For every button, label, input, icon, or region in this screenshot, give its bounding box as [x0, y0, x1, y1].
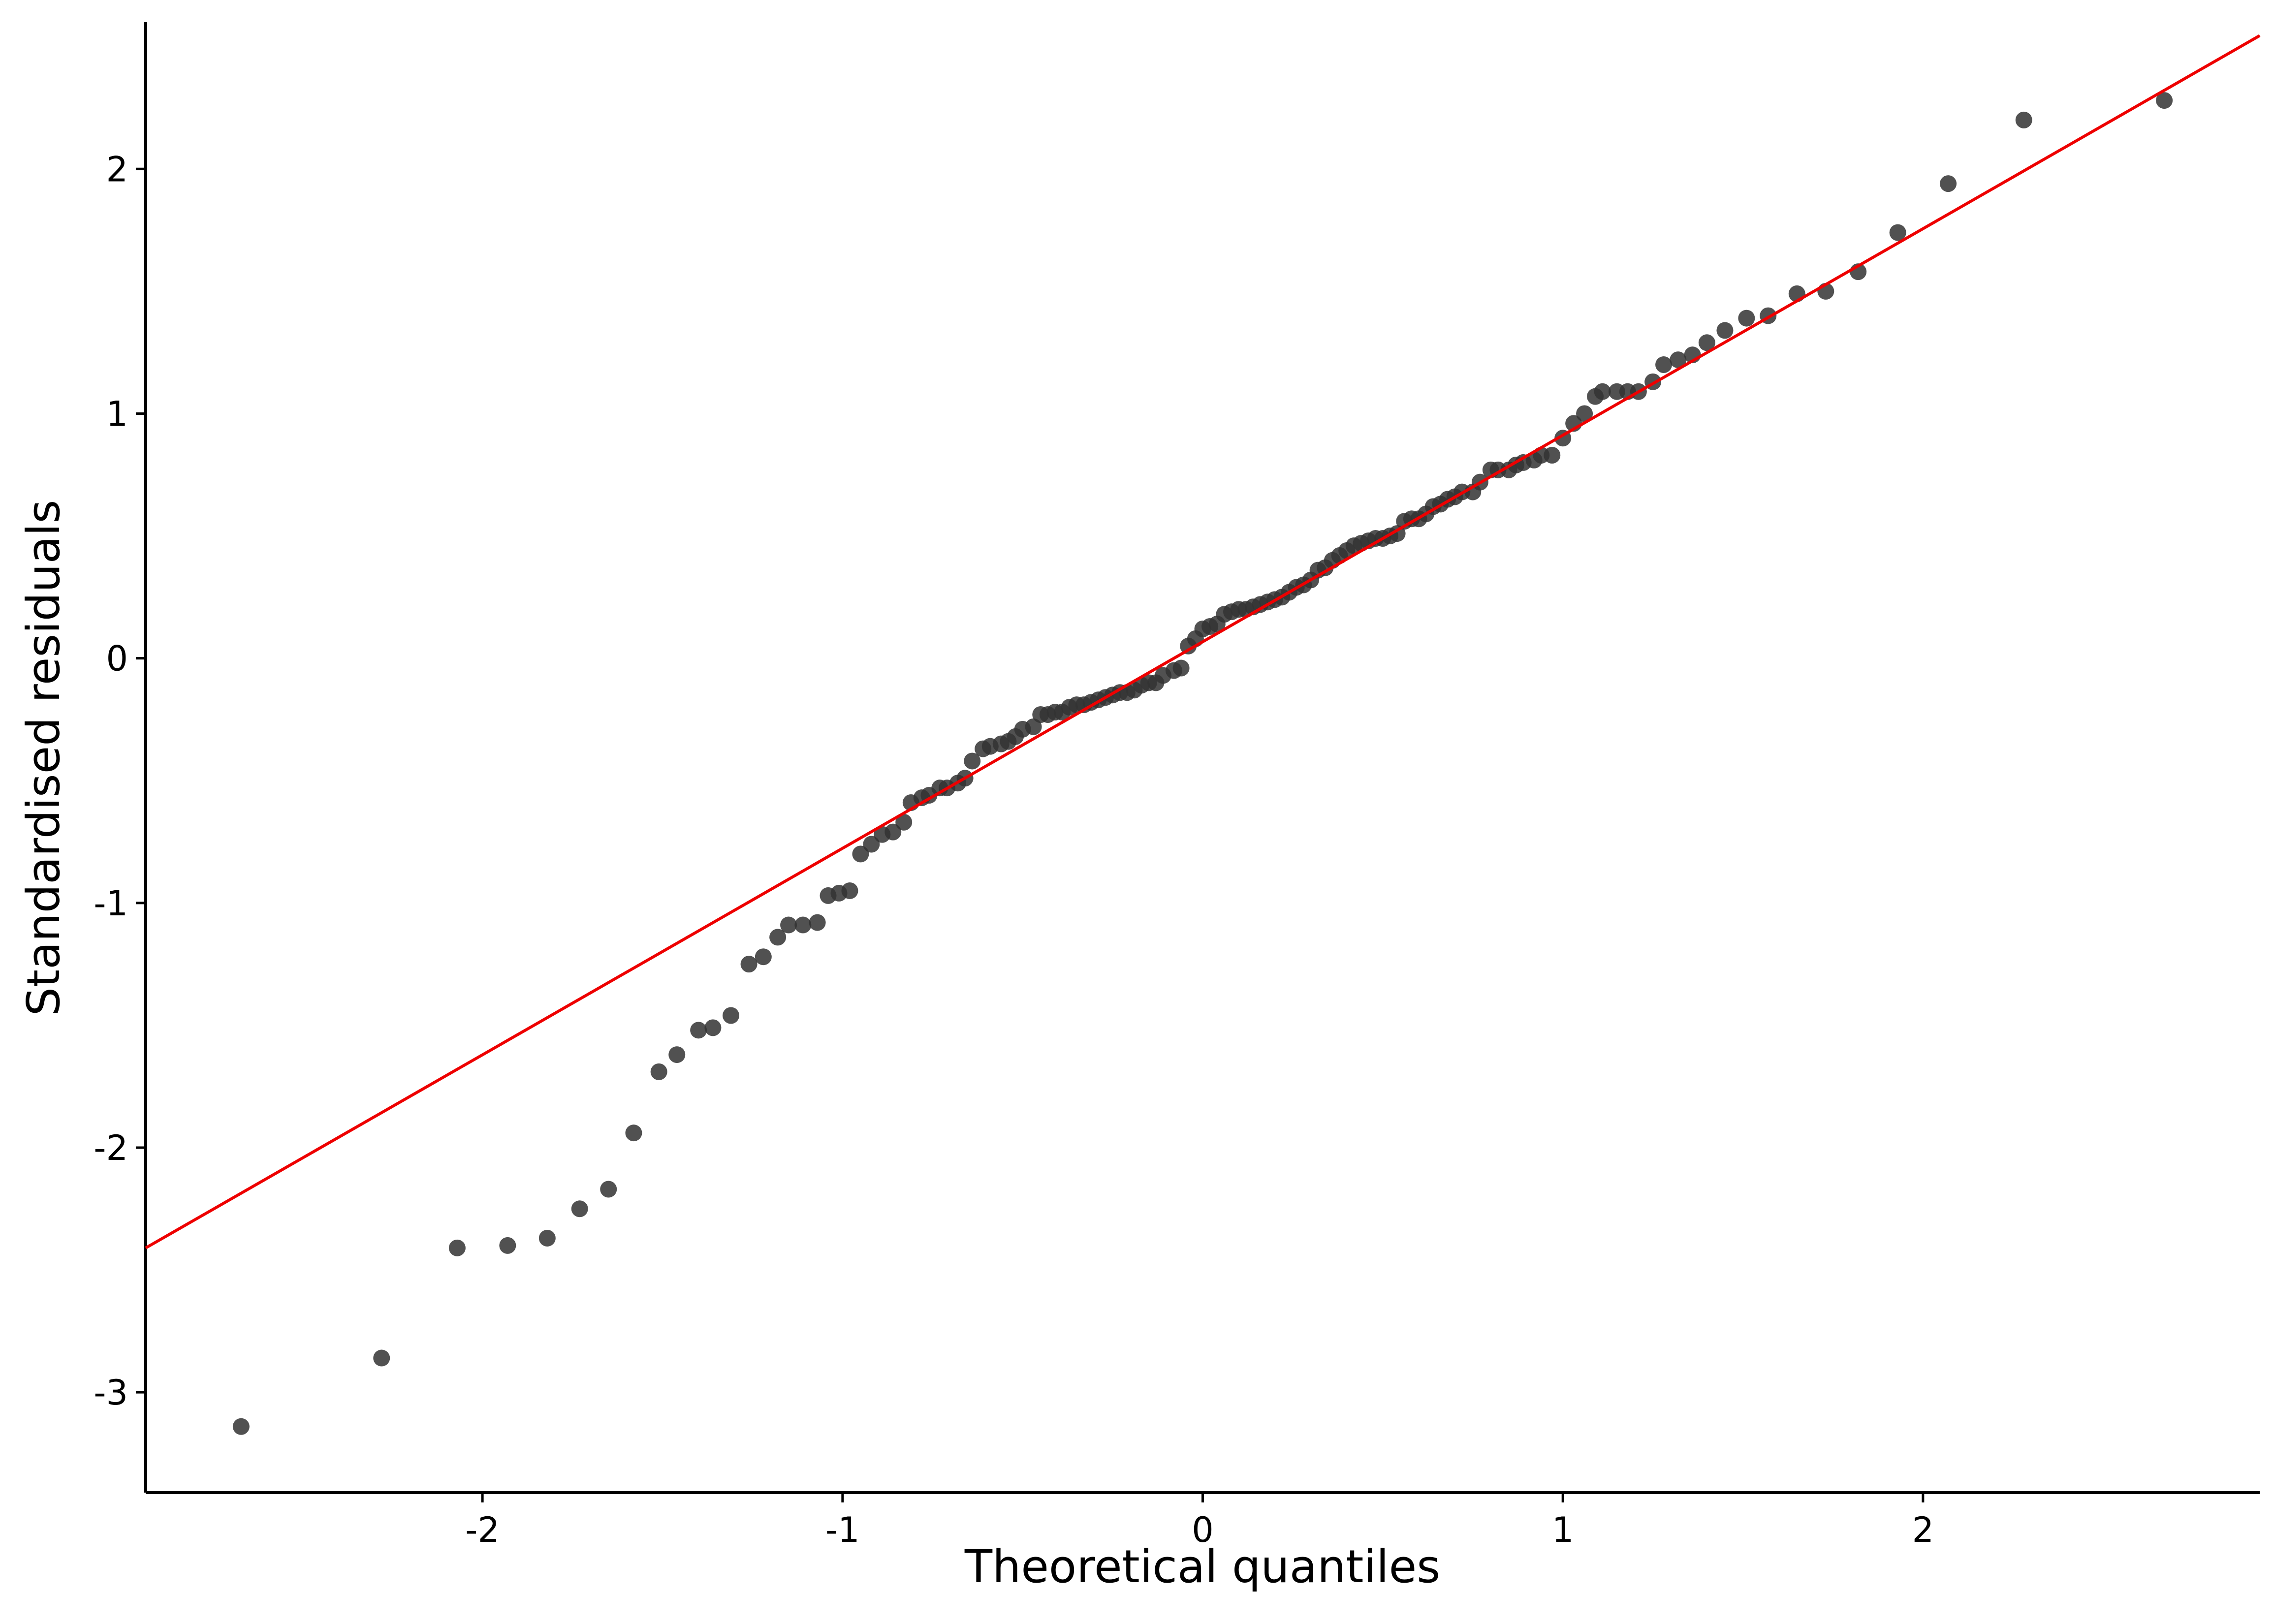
point: [769, 929, 787, 946]
point: [1576, 405, 1593, 422]
point: [668, 1046, 686, 1063]
point: [863, 836, 880, 853]
point: [704, 1019, 722, 1036]
point: [1655, 356, 1673, 374]
point: [722, 1007, 739, 1024]
point: [1025, 718, 1042, 735]
x-tick-label: 2: [1912, 1510, 1934, 1550]
point: [841, 882, 858, 899]
x-tick-label: -1: [825, 1510, 860, 1550]
x-axis-title: Theoretical quantiles: [964, 1540, 1440, 1593]
point: [373, 1349, 390, 1367]
point: [650, 1063, 667, 1080]
point: [600, 1181, 617, 1198]
point: [809, 914, 826, 931]
y-tick-label: 2: [106, 149, 128, 189]
point: [1594, 383, 1611, 400]
reference-line: [145, 34, 2261, 1249]
point: [1889, 224, 1906, 241]
point: [1940, 175, 1957, 192]
y-tick-label: -3: [94, 1373, 128, 1413]
point: [1544, 446, 1561, 464]
point: [964, 752, 981, 770]
point: [538, 1229, 556, 1247]
point: [1172, 659, 1190, 677]
point: [1670, 351, 1687, 369]
x-tick-label: -2: [465, 1510, 500, 1550]
point: [1716, 322, 1734, 339]
point: [2015, 111, 2032, 128]
point: [1738, 310, 1755, 327]
point: [232, 1418, 250, 1435]
x-tick-label: 1: [1552, 1510, 1574, 1550]
point: [884, 823, 902, 841]
point: [794, 916, 812, 934]
point: [740, 956, 758, 973]
point: [2156, 92, 2173, 109]
point: [690, 1022, 707, 1039]
y-tick-label: 0: [106, 639, 128, 679]
y-tick-label: 1: [106, 394, 128, 434]
y-tick-label: -1: [94, 883, 128, 924]
point: [571, 1200, 588, 1218]
x-tick-label: 0: [1192, 1510, 1214, 1550]
point: [780, 916, 797, 934]
y-axis-title: Standardised residuals: [17, 500, 70, 1016]
point: [852, 845, 869, 863]
point: [448, 1239, 466, 1256]
point: [499, 1237, 516, 1254]
point: [895, 813, 913, 831]
point: [1698, 334, 1715, 351]
y-tick-label: -2: [94, 1128, 128, 1168]
point: [755, 948, 772, 966]
point: [625, 1124, 642, 1142]
